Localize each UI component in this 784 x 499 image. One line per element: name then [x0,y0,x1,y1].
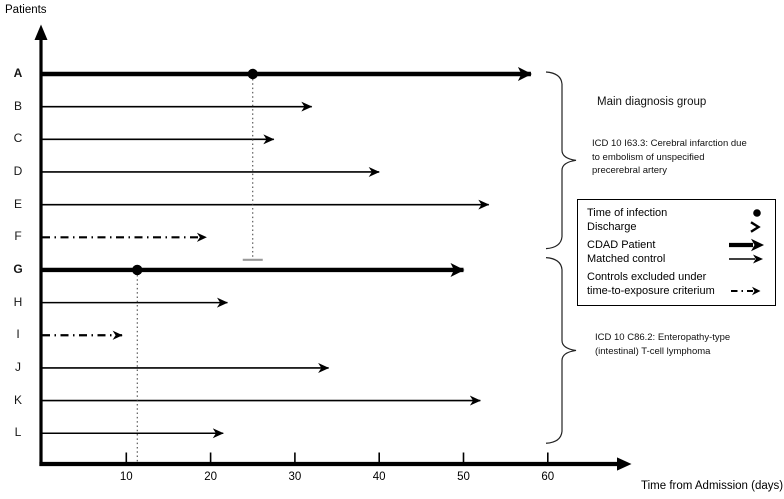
group-2-icd-description: ICD 10 C86.2: Enteropathy-type (intestin… [595,332,731,357]
legend-symbol-dot-icon [727,206,767,220]
legend-item-thick-arrow: CDAD Patient [587,238,767,252]
patient-label-j: J [15,359,21,374]
patient-label-g: G [13,261,23,276]
x-tick-label-10: 10 [119,471,133,483]
infection-dot-a [247,68,258,80]
x-tick-label-30: 30 [288,471,302,483]
legend-symbol-thin-arrow-icon [727,252,767,266]
group-1-icd-description: ICD 10 I63.3: Cerebral infarction due to… [592,138,747,176]
legend-symbol-dash-dot-arrow-icon [727,284,767,298]
main-diagnosis-heading: Main diagnosis group [597,96,707,108]
y-axis-title: Patients [5,4,47,16]
group-brace-1 [545,71,577,250]
legend-item-dash-dot-arrow: Controls excluded under time-to-exposure… [587,270,767,298]
patient-label-i: I [16,327,20,342]
group-brace-2 [545,257,577,444]
x-tick-label-40: 40 [372,471,386,483]
legend-label: Discharge [587,221,637,233]
legend-label: Time of infection [587,207,668,219]
legend-item-dot: Time of infection [587,206,767,220]
y-axis-arrowhead [34,24,48,40]
legend-symbol-arrowhead-icon [727,220,767,234]
x-tick-label-60: 60 [541,471,555,483]
legend-box: Time of infection Discharge CDAD Patient Ma… [577,199,776,306]
patient-label-l: L [14,425,22,440]
legend-label: Matched control [587,253,666,265]
patient-label-k: K [13,392,22,407]
patient-label-a: A [13,66,23,80]
patient-label-f: F [14,229,22,244]
legend-label: Controls excluded under time-to-exposure… [587,271,715,297]
legend-item-thin-arrow: Matched control [587,252,767,266]
patient-label-h: H [13,294,23,309]
patient-label-b: B [13,98,22,113]
x-axis-arrowhead [617,457,632,471]
x-tick-label-20: 20 [204,471,217,483]
legend-label: CDAD Patient [587,239,656,251]
patient-label-d: D [13,163,23,178]
legend-symbol-thick-arrow-icon [727,238,767,252]
legend-item-arrowhead: Discharge [587,220,767,234]
x-tick-label-50: 50 [457,471,470,483]
patient-label-e: E [13,196,22,211]
infection-dot-g [132,264,143,276]
patient-label-c: C [13,131,23,146]
x-axis-title: Time from Admission (days) [641,480,784,492]
